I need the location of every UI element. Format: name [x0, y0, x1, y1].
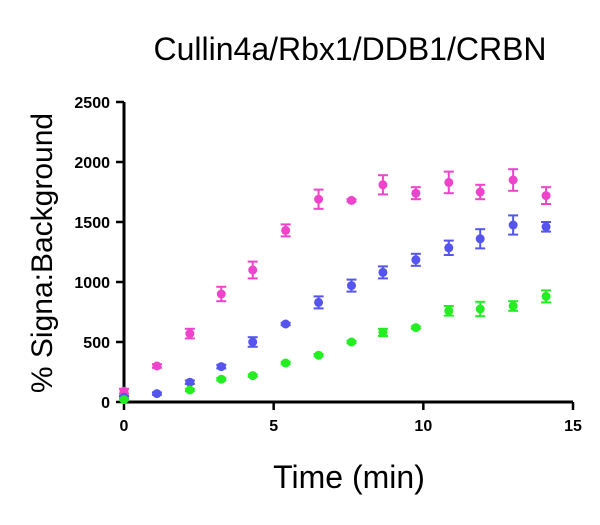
x-tick-label: 0 — [120, 418, 129, 435]
data-point — [248, 337, 258, 347]
data-point — [475, 234, 485, 244]
data-point — [281, 358, 291, 368]
y-tick-label: 2500 — [74, 95, 110, 112]
x-tick-label: 10 — [414, 418, 432, 435]
y-tick-label: 1500 — [74, 215, 110, 232]
data-point — [444, 177, 454, 187]
series-1 — [119, 168, 552, 396]
data-point — [475, 304, 485, 314]
data-point — [378, 327, 388, 337]
data-point — [346, 195, 356, 205]
data-point — [411, 188, 421, 198]
y-axis-label: % Signa:Background — [26, 113, 59, 393]
data-point — [378, 267, 388, 277]
data-point — [411, 255, 421, 265]
data-point — [152, 389, 162, 399]
y-tick-label: 2000 — [74, 155, 110, 172]
data-marks — [119, 168, 552, 405]
data-point — [119, 395, 129, 405]
data-point — [508, 301, 518, 311]
data-point — [216, 289, 226, 299]
y-tick-label: 1000 — [74, 275, 110, 292]
data-point — [346, 281, 356, 291]
data-point — [346, 337, 356, 347]
x-axis-label: Time (min) — [273, 459, 425, 495]
data-point — [508, 175, 518, 185]
x-tick-label: 15 — [564, 418, 582, 435]
data-point — [444, 306, 454, 316]
data-point — [152, 361, 162, 371]
data-point — [248, 371, 258, 381]
x-tick-label: 5 — [269, 418, 278, 435]
data-point — [508, 220, 518, 230]
chart-title: Cullin4a/Rbx1/DDB1/CRBN — [153, 31, 546, 67]
data-point — [248, 265, 258, 275]
data-point — [444, 243, 454, 253]
ticks: 0 5 10 15 0 500 1000 1500 2000 2500 — [74, 95, 582, 435]
data-point — [185, 377, 195, 387]
data-point — [281, 225, 291, 235]
data-point — [541, 222, 551, 232]
y-tick-label: 0 — [101, 395, 110, 412]
data-point — [541, 191, 551, 201]
data-point — [314, 194, 324, 204]
data-point — [378, 180, 388, 190]
data-point — [314, 297, 324, 307]
data-point — [475, 187, 485, 197]
y-tick-label: 500 — [83, 335, 110, 352]
data-point — [541, 291, 551, 301]
data-point — [216, 362, 226, 372]
series-3 — [119, 289, 552, 405]
series-2 — [119, 214, 552, 402]
data-point — [314, 350, 324, 360]
data-point — [216, 374, 226, 384]
axes — [122, 102, 573, 404]
data-point — [281, 319, 291, 329]
data-point — [411, 323, 421, 333]
data-point — [185, 385, 195, 395]
data-point — [185, 329, 195, 339]
